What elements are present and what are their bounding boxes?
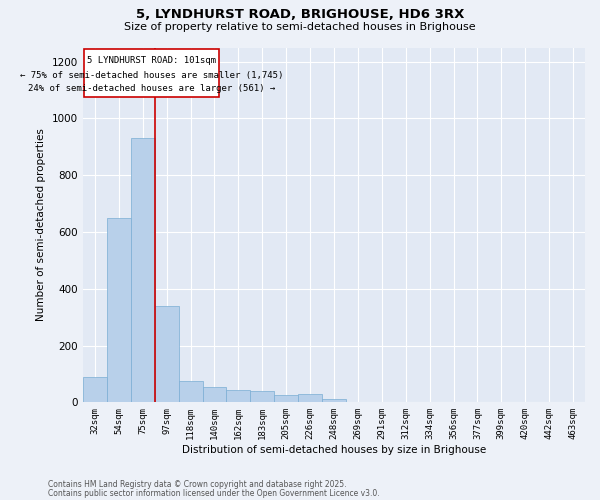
Text: Contains public sector information licensed under the Open Government Licence v3: Contains public sector information licen… (48, 489, 380, 498)
Bar (179, 381, 203, 402)
Y-axis label: Number of semi-detached properties: Number of semi-detached properties (37, 128, 46, 322)
Bar (203, 386, 226, 402)
FancyBboxPatch shape (84, 49, 219, 97)
Text: Contains HM Land Registry data © Crown copyright and database right 2025.: Contains HM Land Registry data © Crown c… (48, 480, 347, 489)
Bar (83, 377, 107, 402)
Bar (107, 218, 131, 402)
Text: 24% of semi-detached houses are larger (561) →: 24% of semi-detached houses are larger (… (28, 84, 275, 93)
Text: Size of property relative to semi-detached houses in Brighouse: Size of property relative to semi-detach… (124, 22, 476, 32)
Bar (226, 390, 250, 402)
Text: 5, LYNDHURST ROAD, BRIGHOUSE, HD6 3RX: 5, LYNDHURST ROAD, BRIGHOUSE, HD6 3RX (136, 8, 464, 20)
Bar (322, 399, 346, 402)
Bar (131, 138, 155, 402)
Text: 5 LYNDHURST ROAD: 101sqm: 5 LYNDHURST ROAD: 101sqm (87, 56, 216, 65)
Text: ← 75% of semi-detached houses are smaller (1,745): ← 75% of semi-detached houses are smalle… (20, 70, 283, 80)
X-axis label: Distribution of semi-detached houses by size in Brighouse: Distribution of semi-detached houses by … (182, 445, 486, 455)
Bar (274, 395, 298, 402)
Bar (250, 391, 274, 402)
Bar (298, 394, 322, 402)
Bar (155, 306, 179, 402)
